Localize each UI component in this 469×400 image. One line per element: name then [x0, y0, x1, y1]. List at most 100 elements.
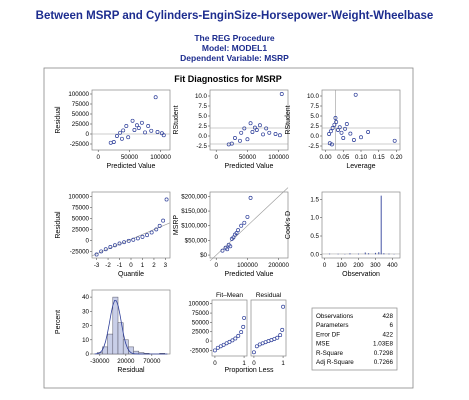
data-point	[267, 130, 272, 135]
panel-title: Fit Diagnostics for MSRP	[174, 74, 282, 84]
data-point	[239, 130, 244, 135]
x-tick-label: 2	[152, 262, 156, 269]
data-point	[154, 227, 159, 232]
procedure-title: The REG Procedure	[194, 33, 275, 43]
y-tick-label: 10.0	[195, 93, 208, 100]
x-axis-label: Quantile	[118, 271, 144, 278]
y-tick-label: 75000	[192, 310, 210, 317]
statistic-name: Adj R-Square	[316, 359, 354, 366]
data-point	[155, 130, 160, 134]
data-point	[220, 248, 225, 253]
x-tick-label: 1	[281, 360, 285, 367]
data-point	[108, 245, 113, 249]
data-point	[334, 120, 339, 124]
data-point	[164, 197, 169, 202]
y-tick-label: 7.5	[198, 103, 207, 110]
data-point	[161, 218, 166, 223]
data-point	[153, 95, 158, 100]
x-axis-label: Observation	[342, 271, 380, 278]
data-point	[277, 133, 282, 138]
statistic-value: 0.7266	[374, 359, 394, 366]
x-tick-label: -3	[94, 262, 100, 269]
spread-point	[221, 342, 226, 347]
x-tick-label: 200000	[268, 262, 289, 269]
data-point	[130, 118, 135, 123]
spread-point	[218, 344, 223, 349]
y-tick-label: 7.5	[310, 103, 319, 110]
x-tick-label: 70000	[143, 358, 161, 365]
y-tick-label: 2.5	[310, 123, 319, 130]
data-point	[94, 252, 99, 257]
data-point	[124, 124, 129, 128]
spread-point	[242, 315, 247, 320]
data-point	[339, 130, 344, 135]
x-tick-label: 50000	[239, 154, 257, 161]
plot-frame	[209, 89, 289, 151]
data-point	[327, 132, 332, 136]
histogram-bar	[112, 296, 119, 355]
x-axis-label: Predicted Value	[225, 163, 274, 170]
statistic-value: 1.03E8	[373, 341, 393, 348]
y-tick-label: 100000	[68, 193, 89, 200]
data-point	[149, 230, 154, 235]
data-point	[248, 121, 253, 126]
y-tick-label: 0.0	[310, 133, 319, 140]
data-point	[351, 138, 356, 142]
x-tick-label: 1	[141, 262, 145, 269]
data-point	[233, 136, 237, 140]
data-point	[273, 132, 278, 136]
y-tick-label: $50,000	[185, 237, 208, 244]
data-point	[115, 134, 119, 138]
data-point	[261, 132, 265, 137]
y-tick-label: 5.0	[198, 113, 207, 120]
data-point	[242, 220, 247, 225]
y-tick-label: 5.0	[310, 113, 319, 120]
data-point	[126, 135, 131, 140]
x-tick-label: 100	[336, 262, 347, 269]
data-point	[146, 124, 151, 128]
fit-mean-header: Fit–Mean	[216, 292, 243, 299]
histogram-bar	[128, 346, 134, 355]
data-point	[337, 125, 342, 130]
normal-density-curve	[94, 300, 168, 355]
residual-header: Residual	[256, 292, 282, 299]
y-axis-label: Residual	[55, 106, 62, 134]
y-tick-label: 100000	[68, 91, 89, 98]
data-point	[108, 140, 113, 145]
data-point	[145, 233, 150, 238]
data-point	[157, 223, 162, 228]
data-point	[122, 240, 127, 245]
y-axis-label: Cook's D	[285, 211, 292, 239]
data-point	[330, 126, 335, 130]
y-tick-label: $100,000	[181, 223, 207, 230]
y-tick-label: $0	[200, 252, 207, 259]
x-tick-label: 400	[387, 262, 398, 269]
y-tick-label: -25000	[190, 347, 210, 354]
data-point	[120, 136, 124, 141]
spread-point	[254, 344, 259, 349]
data-point	[242, 126, 247, 131]
x-tick-label: 0	[213, 360, 217, 367]
data-point	[99, 249, 104, 254]
x-tick-label: 1	[242, 360, 246, 367]
y-tick-label: 2.5	[198, 123, 207, 130]
data-point	[248, 195, 253, 200]
y-tick-label: 40	[82, 294, 89, 301]
data-point	[341, 136, 346, 140]
y-axis-label: Percent	[55, 310, 62, 334]
y-tick-label: 0.0	[198, 133, 207, 140]
data-point	[366, 130, 371, 134]
y-axis-label: RStudent	[285, 105, 292, 134]
data-point	[112, 243, 117, 248]
x-axis-label: Predicted Value	[107, 163, 156, 170]
y-tick-label: $150,000	[181, 208, 207, 215]
data-point	[228, 244, 233, 249]
y-tick-label: 0.0	[310, 251, 319, 258]
y-tick-label: 25000	[192, 329, 210, 336]
x-axis-label: Leverage	[346, 163, 375, 170]
x-tick-label: -1	[117, 262, 123, 269]
histogram-bar	[122, 339, 129, 355]
histogram-bar	[107, 333, 114, 355]
y-tick-label: 100000	[188, 301, 209, 308]
data-point	[117, 241, 122, 246]
